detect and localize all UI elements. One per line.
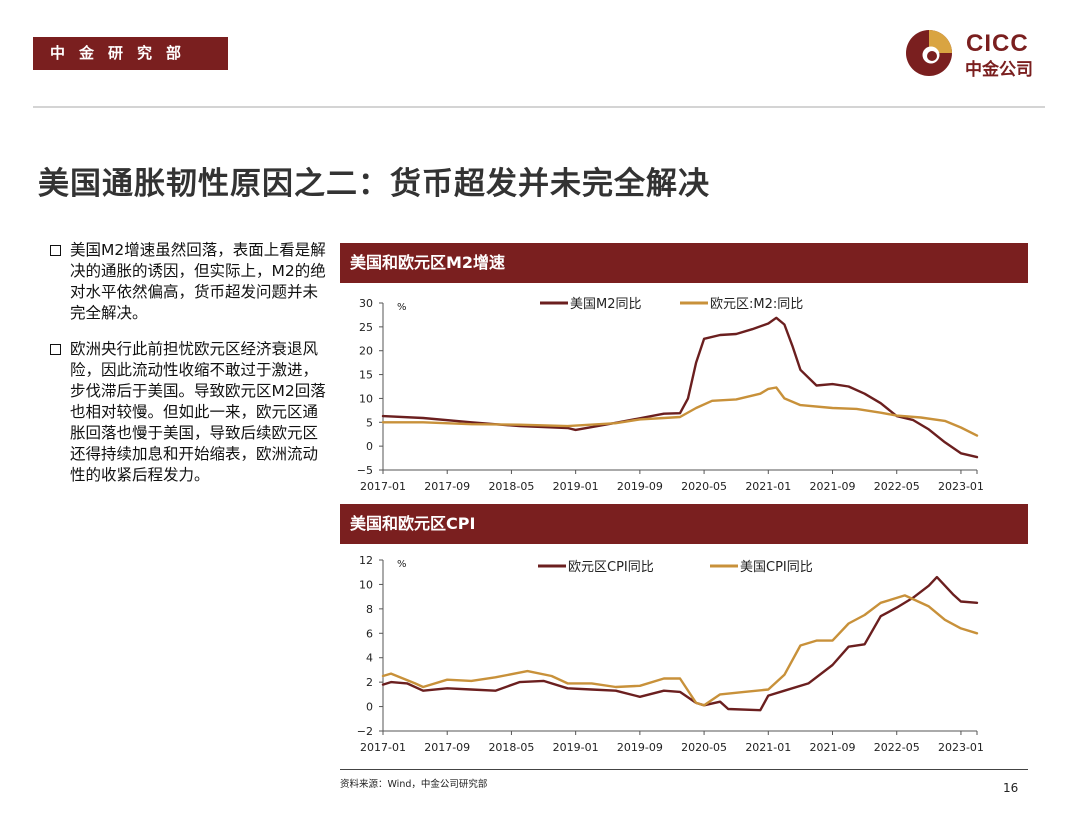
x-tick-label: 2021-01 (745, 741, 791, 754)
x-tick-label: 2020-05 (681, 480, 727, 493)
bullet-item: 欧洲央行此前担忧欧元区经济衰退风险，因此流动性收缩不敢过于激进，步伐滞后于美国。… (50, 339, 332, 486)
x-tick-label: 2017-01 (360, 741, 406, 754)
y-tick-label: 25 (359, 321, 373, 334)
x-tick-label: 2021-01 (745, 480, 791, 493)
x-tick-label: 2018-05 (488, 480, 534, 493)
chart-cpi-svg: −2 0 2 4 6 8 10 12 % 2017-01 2017-09 2018-05 2019-01… (357, 554, 984, 754)
x-tick-label: 2017-09 (424, 480, 470, 493)
x-tick-label: 2019-09 (617, 480, 663, 493)
chart-m2: −5 0 5 10 15 20 25 30% 2017-01 2017-09 2018-05 2019… (340, 283, 1028, 500)
y-tick-label: 4 (366, 652, 373, 665)
bullet-square-icon (50, 344, 61, 355)
chart-cpi: −2 0 2 4 6 8 10 12% 2017-01 2017-09 2018-05 2019-01… (340, 544, 1028, 764)
cicc-logo: CICC 中金公司 (904, 28, 1049, 84)
x-tick-label: 2023-01 (938, 741, 984, 754)
logo-text-en: CICC (966, 30, 1029, 57)
y-tick-label: 8 (366, 603, 373, 616)
bullet-list: 美国M2增速虽然回落，表面上看是解决的通胀的诱因，但实际上，M2的绝对水平依然偏… (50, 240, 332, 501)
y-unit-label: % (397, 302, 407, 313)
series-line-primary (381, 316, 979, 459)
y-tick-label: 6 (366, 627, 373, 640)
bullet-item: 美国M2增速虽然回落，表面上看是解决的通胀的诱因，但实际上，M2的绝对水平依然偏… (50, 240, 332, 324)
y-tick-label: −5 (357, 464, 373, 477)
series-line-secondary (381, 594, 979, 707)
bullet-square-icon (50, 245, 61, 256)
bullet-text: 欧洲央行此前担忧欧元区经济衰退风险，因此流动性收缩不敢过于激进，步伐滞后于美国。… (70, 340, 326, 484)
source-note: 资料来源：Wind，中金公司研究部 (340, 779, 488, 790)
x-tick-label: 2017-09 (424, 741, 470, 754)
legend-label: 欧元区CPI同比 (568, 560, 654, 575)
y-unit-label: % (397, 559, 407, 570)
cicc-logo-mark-icon (906, 30, 952, 76)
y-tick-label: −2 (357, 725, 373, 738)
y-tick-label: 0 (366, 701, 373, 714)
chart-title-m2: 美国和欧元区M2增速 (340, 243, 1028, 283)
legend-label: 欧元区:M2:同比 (710, 297, 803, 312)
page-title: 美国通胀韧性原因之二：货币超发并未完全解决 (38, 166, 710, 202)
x-tick-label: 2019-01 (553, 480, 599, 493)
x-tick-label: 2019-09 (617, 741, 663, 754)
series-line-secondary (381, 386, 979, 437)
x-tick-label: 2022-05 (874, 741, 920, 754)
x-tick-label: 2018-05 (488, 741, 534, 754)
x-tick-label: 2021-09 (810, 480, 856, 493)
y-tick-label: 12 (359, 554, 373, 567)
y-tick-label: 5 (366, 416, 373, 429)
legend-label: 美国M2同比 (570, 297, 642, 312)
x-tick-label: 2020-05 (681, 741, 727, 754)
x-tick-label: 2019-01 (553, 741, 599, 754)
series-line-primary (381, 575, 979, 712)
x-tick-label: 2021-09 (810, 741, 856, 754)
chart-title-cpi: 美国和欧元区CPI (340, 504, 1028, 544)
y-tick-label: 30 (359, 297, 373, 310)
department-banner: 中金研究部 (33, 37, 228, 70)
y-tick-label: 10 (359, 578, 373, 591)
x-tick-label: 2023-01 (938, 480, 984, 493)
x-tick-label: 2022-05 (874, 480, 920, 493)
y-tick-label: 20 (359, 345, 373, 358)
page-number: 16 (1003, 781, 1019, 795)
y-tick-label: 15 (359, 369, 373, 382)
footer-divider (340, 769, 1028, 770)
x-tick-label: 2017-01 (360, 480, 406, 493)
logo-text-cn: 中金公司 (965, 60, 1033, 80)
chart-m2-svg: −5 0 5 10 15 20 25 30 % 2017-01 2017-09 2018-05 2019… (357, 297, 984, 493)
y-tick-label: 2 (366, 676, 373, 689)
legend-label: 美国CPI同比 (740, 560, 813, 575)
bullet-text: 美国M2增速虽然回落，表面上看是解决的通胀的诱因，但实际上，M2的绝对水平依然偏… (70, 241, 326, 322)
header-divider (33, 106, 1045, 108)
y-tick-label: 10 (359, 392, 373, 405)
y-tick-label: 0 (366, 440, 373, 453)
